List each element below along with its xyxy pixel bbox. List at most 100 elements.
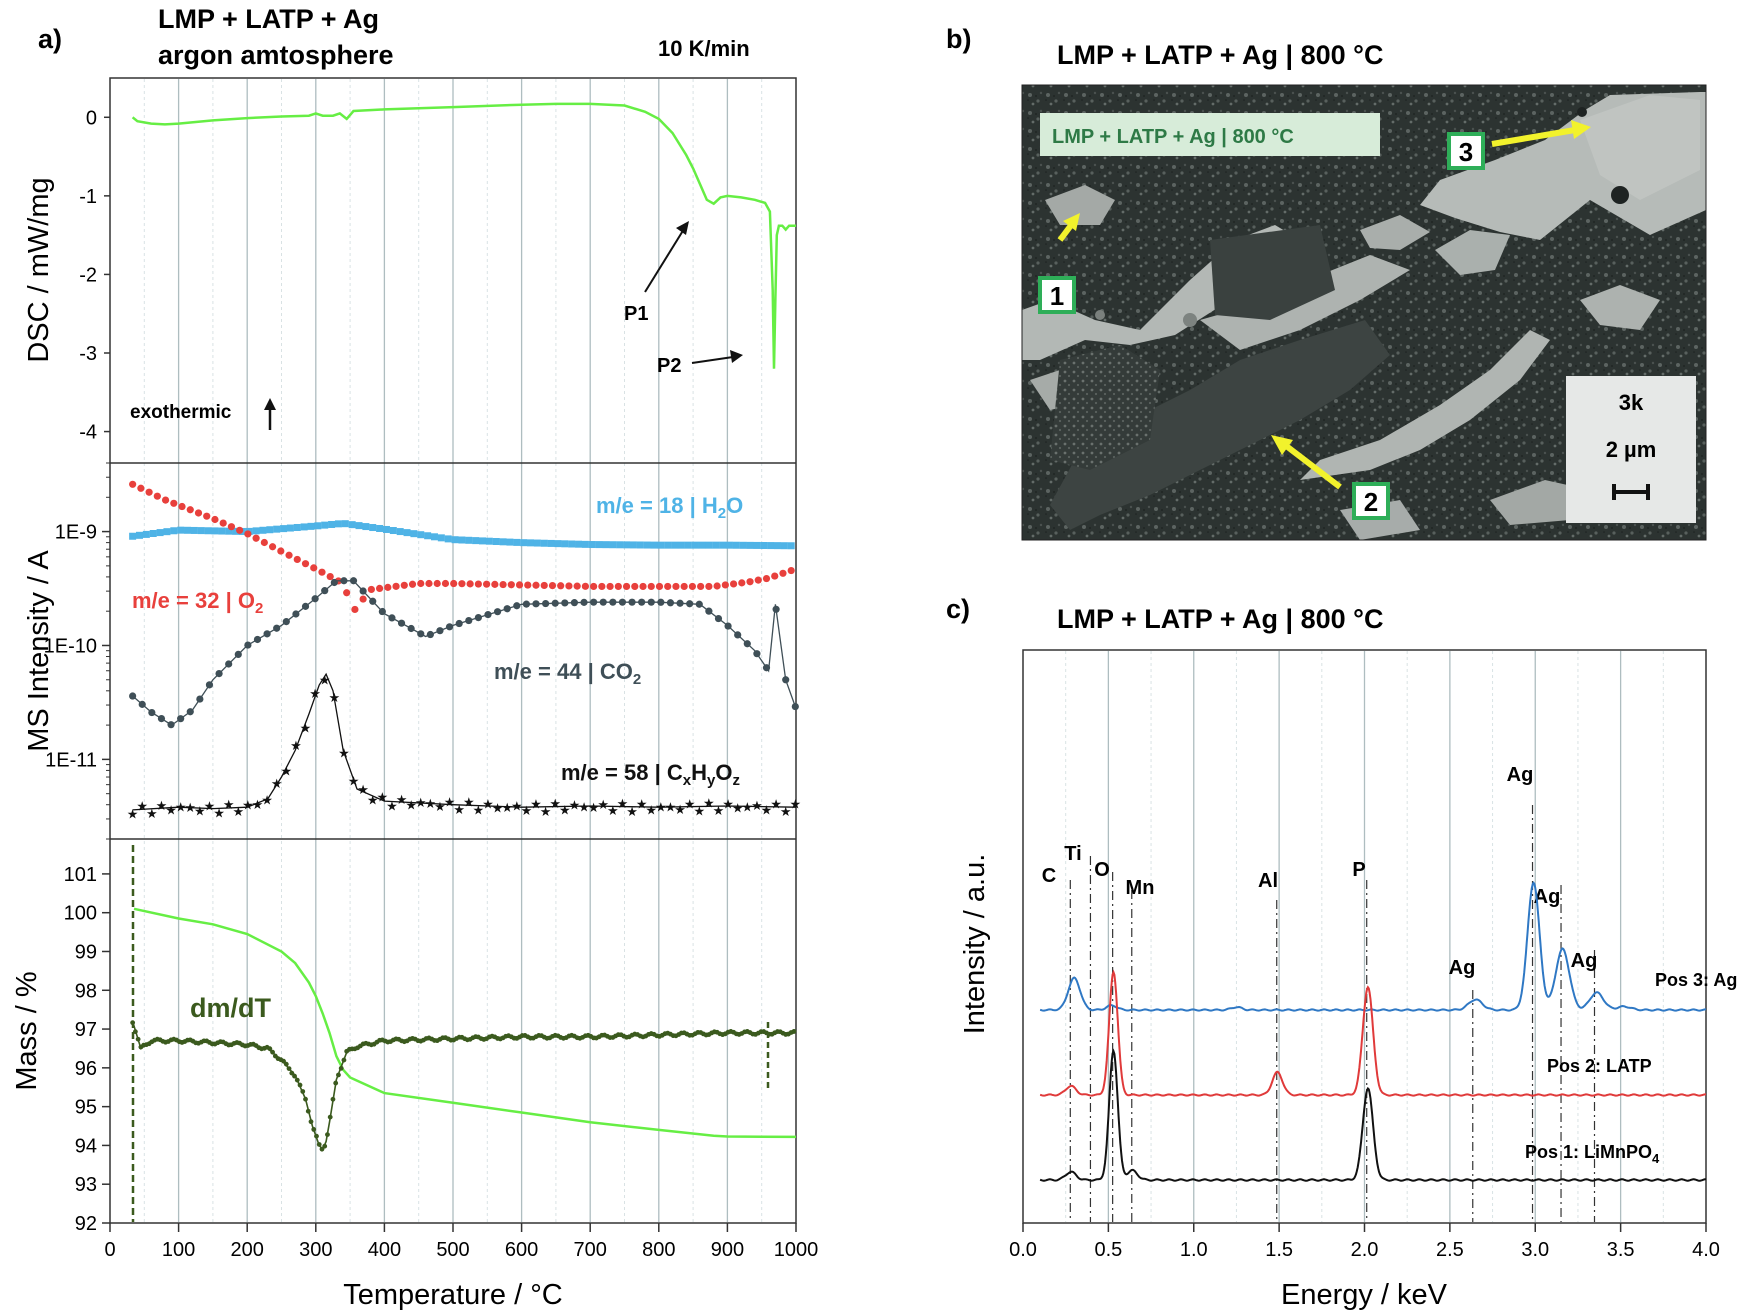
- ms-point: [430, 533, 438, 541]
- ms-point: [753, 650, 761, 658]
- ms-point: [772, 605, 780, 613]
- ms-point: [773, 542, 781, 550]
- ms-series-1: [129, 480, 795, 614]
- x-tick-label: 0.5: [1094, 1239, 1122, 1261]
- ms-point: [328, 520, 336, 528]
- ms-point: ★: [521, 804, 533, 819]
- ms-point: [190, 526, 198, 534]
- ms-point: [273, 525, 281, 533]
- ms-point: [705, 582, 713, 591]
- ms-point: [369, 597, 377, 605]
- element-label: P: [1352, 859, 1365, 881]
- eds-spectrum-2: [1039, 1048, 1706, 1182]
- panel-a-letter: a): [38, 24, 62, 54]
- ms-point: [437, 534, 445, 542]
- ms-point: [554, 540, 562, 548]
- ms-point: [557, 582, 565, 590]
- y-tick-label: 1E-10: [44, 635, 97, 657]
- element-label: C: [1042, 865, 1056, 887]
- x-tick-label: 700: [574, 1239, 607, 1261]
- ms-point: [513, 538, 521, 546]
- ms-point: [524, 581, 532, 589]
- ms-point: [513, 602, 521, 610]
- marker-3-box: [1447, 132, 1485, 170]
- x-tick-label: 0: [104, 1239, 115, 1261]
- ms-point: ★: [444, 795, 456, 810]
- ms-point: [771, 572, 779, 580]
- panel-c-xlabel: Energy / keV: [1281, 1279, 1448, 1311]
- ms-point: [721, 581, 729, 589]
- ms-point: [713, 582, 721, 590]
- ms-point: ★: [204, 799, 216, 814]
- ms-point: ★: [674, 803, 686, 818]
- ms-point: [705, 607, 713, 615]
- ms-point: ★: [722, 797, 734, 812]
- ms-point: ★: [463, 796, 475, 811]
- panel-a-title-line2: argon amtosphere: [158, 40, 394, 70]
- ms-point: [588, 541, 596, 549]
- ms-point: [236, 526, 244, 534]
- ms-point: [359, 587, 367, 595]
- ms-point: [321, 587, 329, 595]
- ms-point: [638, 598, 646, 606]
- panel-a-x-ticks: 0 100 200 300 400 500 600 700 800 900 1000: [104, 1223, 818, 1261]
- legend-c3: m/e = 58 | CxHyOz: [561, 760, 740, 789]
- ms-point: [561, 540, 569, 548]
- ms-point: ★: [703, 797, 715, 812]
- ms-point: [310, 564, 318, 572]
- ms-point: [780, 542, 788, 550]
- ms-point: [343, 589, 351, 597]
- ms-point: [321, 521, 329, 529]
- dmdt-point: [132, 1029, 138, 1035]
- ms-point: [397, 619, 406, 627]
- ms-point: [676, 599, 684, 607]
- ms-point: [729, 580, 738, 588]
- ms-point: [606, 582, 614, 591]
- arrow-1-head: [1063, 213, 1080, 231]
- ms-point: [227, 523, 236, 531]
- ms-point: ★: [175, 801, 187, 816]
- ms-point: [425, 579, 433, 588]
- ms-point: [465, 616, 473, 625]
- eds-spectra: [1039, 881, 1706, 1182]
- ms-point: [680, 582, 688, 591]
- ms-point: [135, 531, 143, 539]
- ms-point: [561, 599, 569, 607]
- ms-point: [156, 529, 164, 537]
- dmdt-point: [330, 1096, 336, 1102]
- ms-point: [300, 523, 308, 531]
- ms-point: ★: [761, 803, 773, 818]
- y-tick-label: 94: [75, 1135, 97, 1157]
- dmdt-point: [303, 1096, 308, 1102]
- ms-point: [252, 527, 260, 535]
- ms-point: ★: [242, 799, 254, 814]
- y-tick-label: 93: [75, 1174, 97, 1196]
- ms-point: [444, 535, 452, 543]
- ms-point: ★: [213, 806, 225, 821]
- ms-point: [650, 541, 658, 549]
- dmdt-point: [130, 1020, 136, 1026]
- ms-point: [691, 541, 699, 549]
- ms-point: ★: [770, 797, 782, 812]
- dmdt-point: [325, 1132, 330, 1138]
- ms-point: [595, 541, 603, 549]
- annotation-p2: P2: [657, 355, 681, 377]
- dmdt-point: [270, 1049, 275, 1055]
- ms-point: ★: [338, 747, 350, 762]
- ms-point: [492, 538, 500, 546]
- dsc-series-line: [131, 102, 796, 369]
- ms-point: [301, 602, 310, 610]
- ms-point: ★: [530, 797, 542, 812]
- element-label: Ag: [1534, 886, 1561, 908]
- ms-point: ★: [290, 739, 302, 754]
- ms-point: [581, 582, 589, 590]
- mass-series-line: [133, 907, 797, 1139]
- annotation-dmdt: dm/dT: [190, 993, 271, 1023]
- element-label: Ag: [1449, 957, 1476, 979]
- ms-point: [384, 583, 392, 591]
- ms-point: [203, 512, 211, 520]
- ms-point: [485, 537, 493, 545]
- ms-point: ★: [232, 805, 244, 820]
- ms-point: [671, 541, 679, 549]
